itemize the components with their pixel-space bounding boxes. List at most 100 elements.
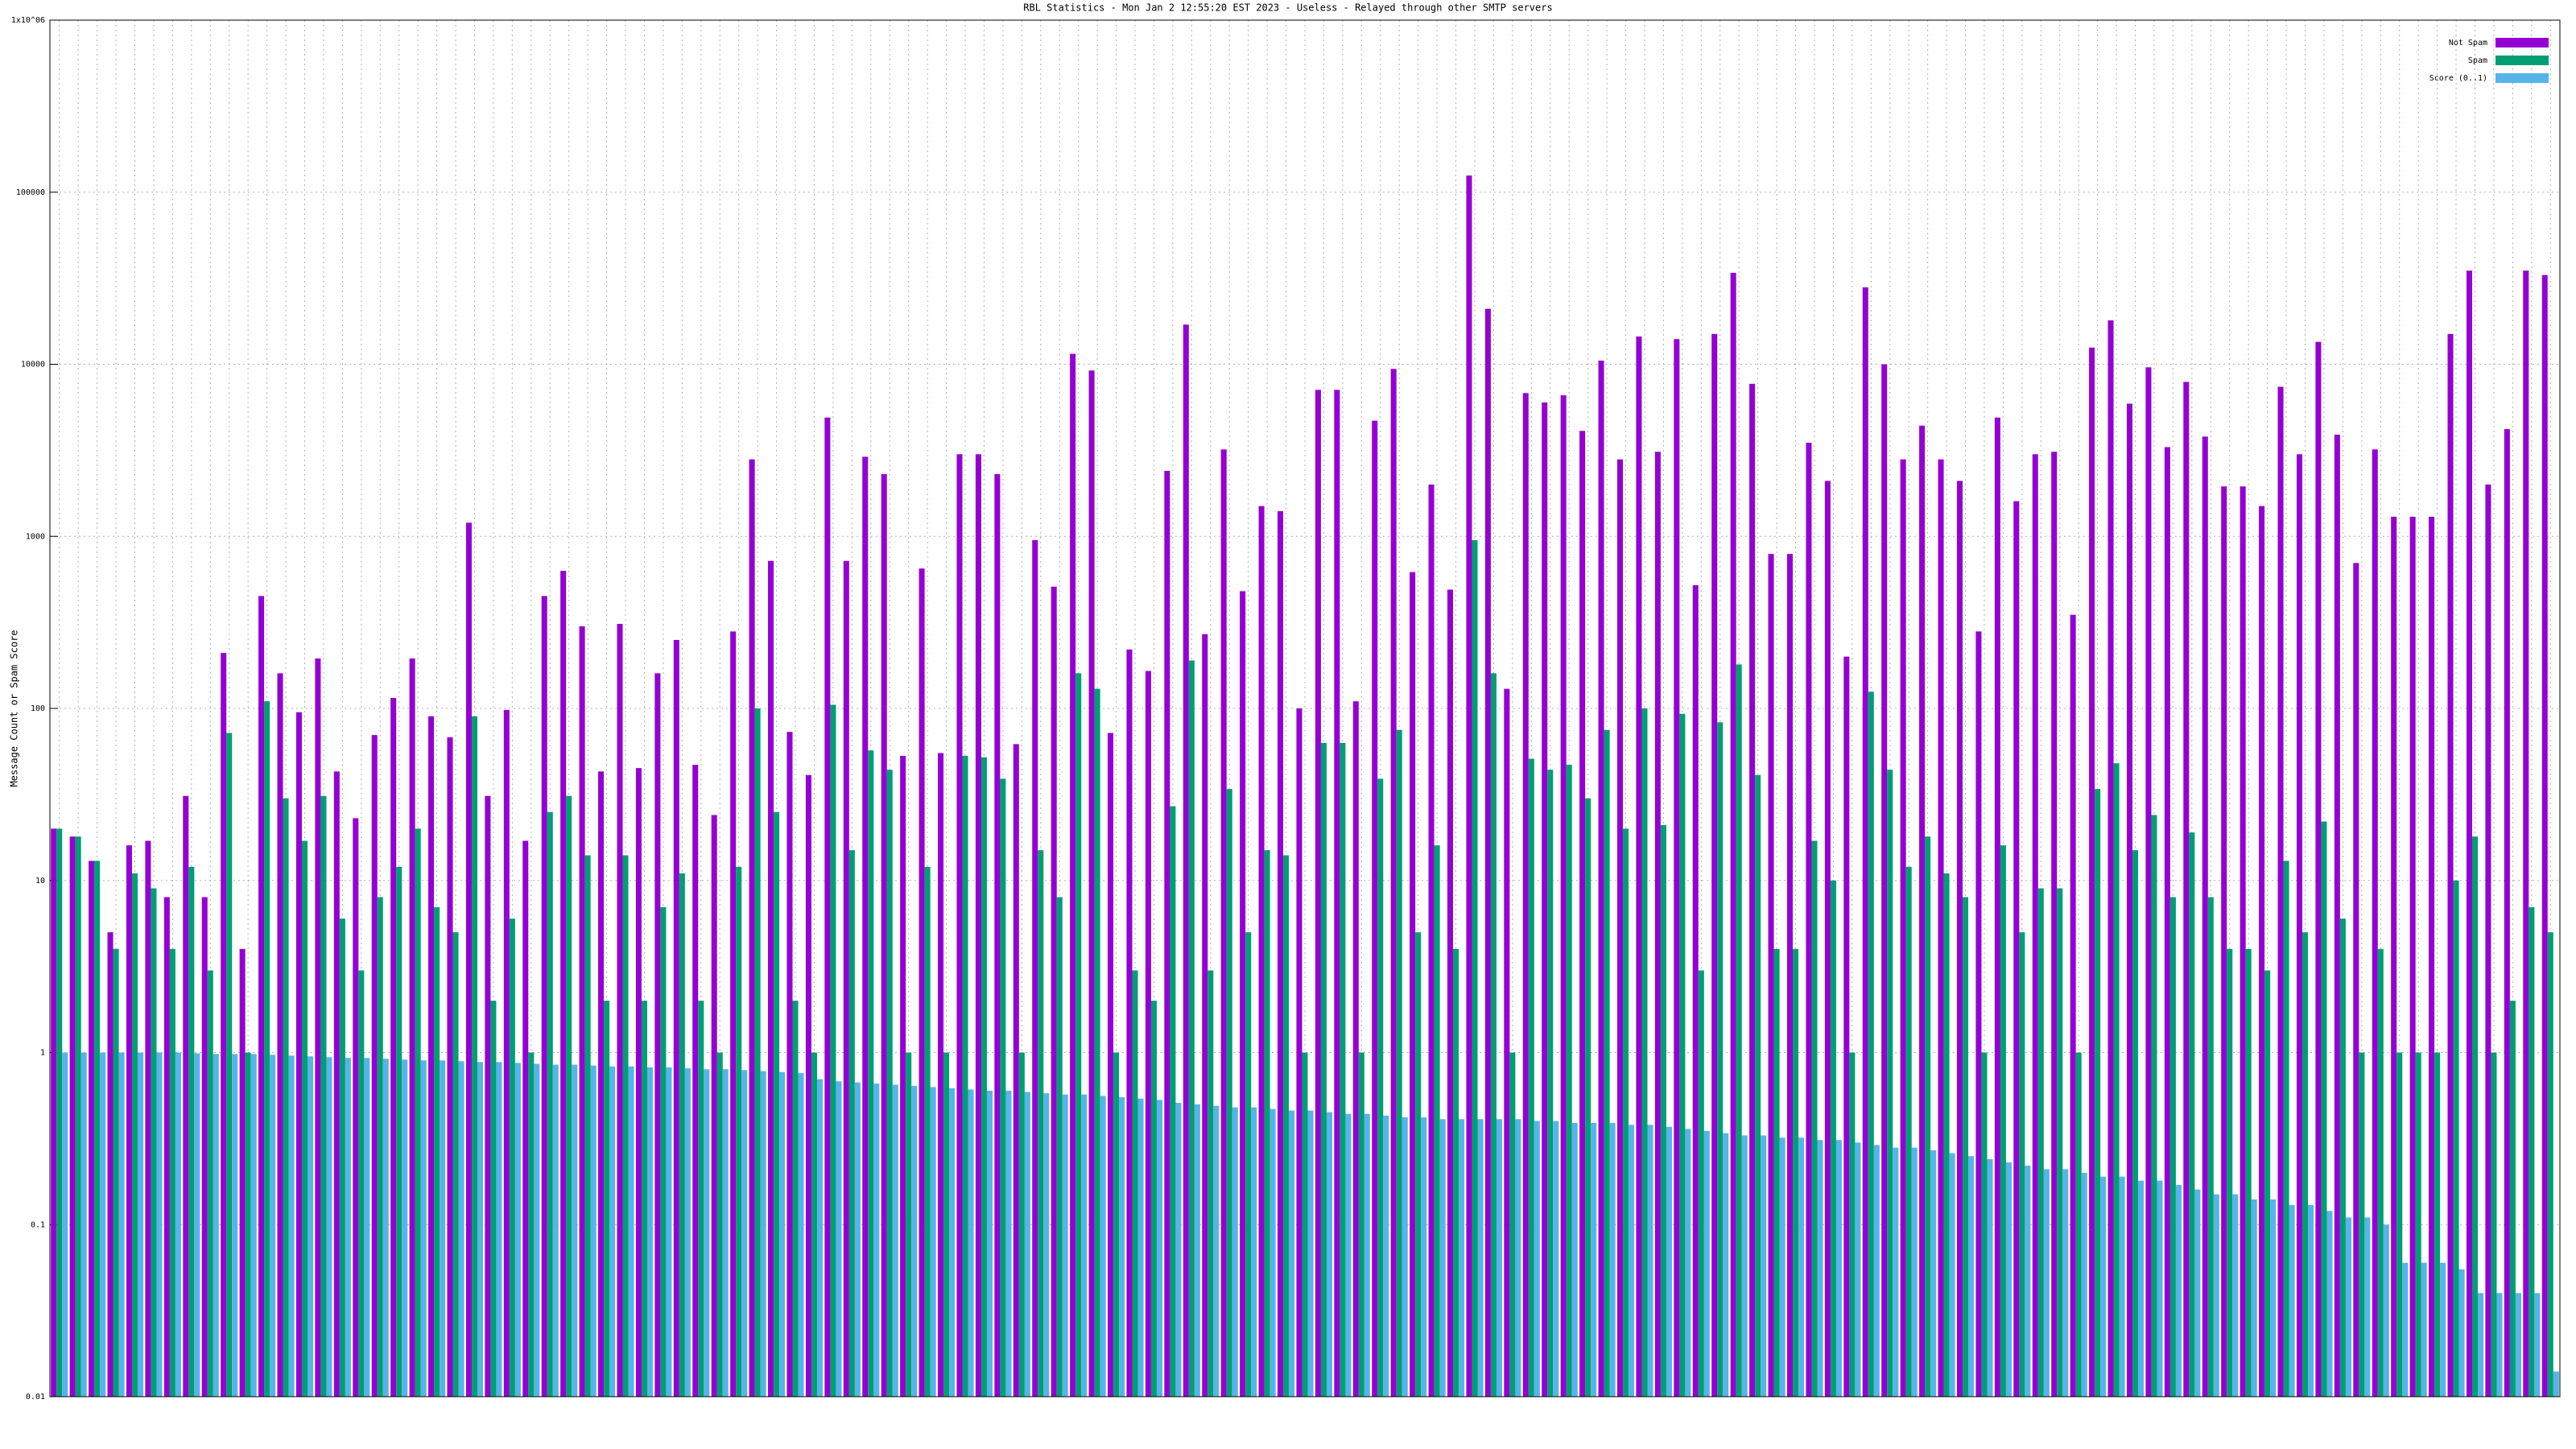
bar (2434, 1052, 2441, 1397)
bar (1591, 1122, 1597, 1397)
bar (1056, 897, 1063, 1397)
bar (353, 818, 359, 1397)
bar (1075, 673, 1082, 1397)
bar (572, 1064, 578, 1397)
bar (1692, 584, 1699, 1397)
legend-label: Not Spam (2449, 39, 2487, 47)
legend-label: Score (0..1) (2429, 74, 2487, 83)
bar (2151, 815, 2157, 1397)
bar (1396, 729, 1402, 1397)
bar (930, 1087, 936, 1397)
bar (1925, 836, 1931, 1397)
bar (711, 815, 717, 1397)
bar (1119, 1096, 1125, 1397)
bar (175, 1052, 181, 1397)
bar (1108, 733, 1114, 1397)
bar (118, 1052, 125, 1397)
bar (1553, 1121, 1559, 1397)
bar (760, 1071, 766, 1397)
bar (1289, 1110, 1295, 1397)
bar (326, 1057, 332, 1397)
y-tick-label: 10000 (21, 361, 45, 369)
bar (2383, 1224, 2389, 1397)
bar (673, 639, 679, 1397)
bar (2251, 1199, 2257, 1397)
bar (1345, 1113, 1352, 1397)
bar (2107, 320, 2114, 1397)
bar (496, 1062, 502, 1397)
bar (1410, 572, 1416, 1397)
bar (1447, 589, 1454, 1397)
bar (2289, 1204, 2295, 1397)
bar (943, 1052, 950, 1397)
bar (1515, 1119, 1521, 1397)
bar (1100, 1096, 1106, 1397)
bar (2339, 919, 2346, 1397)
bar (1730, 272, 1736, 1397)
bar (2504, 429, 2510, 1397)
bar (2081, 1172, 2087, 1397)
bar (320, 795, 327, 1397)
bar (628, 1066, 634, 1397)
bar (2000, 845, 2006, 1397)
bar (779, 1071, 786, 1397)
bar (458, 1061, 464, 1397)
bar (2509, 1001, 2516, 1397)
bar (1522, 393, 1529, 1397)
bar (848, 850, 855, 1397)
bar (1364, 1113, 1370, 1397)
bar (1623, 828, 1629, 1397)
bar (2189, 832, 2195, 1397)
bar (1911, 1147, 1918, 1397)
bar (377, 897, 383, 1397)
bar (1862, 287, 1868, 1397)
bar (89, 861, 95, 1397)
bar (1773, 948, 1780, 1397)
bar (598, 771, 605, 1397)
bar (1428, 484, 1435, 1397)
bar (1315, 390, 1321, 1397)
bar (2421, 1262, 2427, 1397)
bar (2264, 970, 2271, 1397)
bar (477, 1062, 484, 1397)
bar (358, 970, 365, 1397)
bar (968, 1089, 974, 1397)
bar (547, 811, 553, 1397)
bar (1666, 1126, 1672, 1397)
bar (509, 919, 515, 1397)
bar (1509, 1052, 1516, 1397)
bar (1070, 353, 1076, 1397)
bar (440, 1060, 446, 1397)
bar (1598, 360, 1604, 1397)
bar (288, 1055, 295, 1397)
bar (1629, 1125, 1635, 1397)
bar (2440, 1262, 2446, 1397)
bar (868, 750, 874, 1397)
bar (1994, 417, 2000, 1397)
bar (1032, 540, 1038, 1397)
bar (245, 1052, 251, 1397)
bar (107, 932, 114, 1397)
bar (609, 1066, 616, 1397)
bar (409, 658, 415, 1397)
bar (2183, 382, 2190, 1397)
bar (1660, 824, 1666, 1397)
bar (2145, 367, 2152, 1397)
bar (51, 828, 57, 1397)
bar (1320, 742, 1327, 1397)
bar (1307, 1110, 1314, 1397)
bar (1038, 850, 1044, 1397)
bar (666, 1067, 672, 1397)
bar (2194, 1189, 2201, 1397)
bar (1156, 1100, 1163, 1397)
bar (308, 1056, 314, 1397)
bar (382, 1059, 389, 1397)
y-tick-label: 1 (40, 1049, 45, 1058)
bar (2541, 275, 2548, 1397)
bar (1459, 1119, 1465, 1397)
bar (1868, 691, 1874, 1397)
bar (1094, 688, 1100, 1397)
bar (264, 701, 270, 1397)
bar (2057, 888, 2063, 1397)
bar (1340, 742, 1346, 1397)
